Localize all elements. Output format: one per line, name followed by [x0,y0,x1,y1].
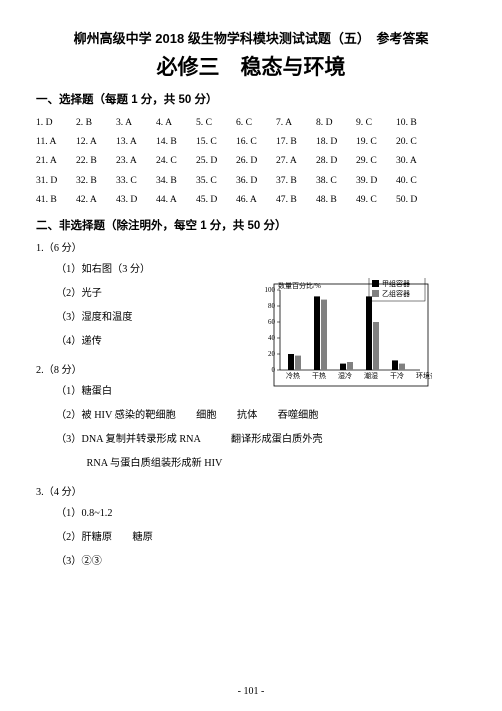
mc-cell: 22. B [76,151,116,170]
mc-cell: 48. B [316,190,356,209]
svg-text:80: 80 [268,302,276,310]
mc-row: 21. A22. B23. A24. C25. D26. D27. A28. D… [36,151,466,170]
mc-cell: 16. C [236,132,276,151]
mc-cell: 46. A [236,190,276,209]
mc-cell: 45. D [196,190,236,209]
q1-head: 1.（6 分） [36,239,466,254]
mc-cell: 13. A [116,132,156,151]
mc-cell: 26. D [236,151,276,170]
svg-text:潮湿: 潮湿 [364,371,378,380]
mc-cell: 41. B [36,190,76,209]
mc-cell: 40. C [396,171,436,190]
mc-cell: 32. B [76,171,116,190]
mc-cell: 21. A [36,151,76,170]
page-title-2: 必修三 稳态与环境 [36,51,466,81]
svg-text:干冷: 干冷 [390,371,404,380]
svg-text:甲组容器: 甲组容器 [382,279,410,288]
mc-cell: 14. B [156,132,196,151]
q3-sub-2: （2）肝糖原 糖原 [56,528,466,543]
mc-cell: 1. D [36,113,76,132]
mc-cell: 47. B [276,190,316,209]
mc-cell: 17. B [276,132,316,151]
svg-text:乙组容器: 乙组容器 [382,289,410,298]
mc-cell: 49. C [356,190,396,209]
mc-cell: 9. C [356,113,396,132]
mc-cell: 3. A [116,113,156,132]
mc-cell: 42. A [76,190,116,209]
mc-cell: 5. C [196,113,236,132]
svg-text:60: 60 [268,318,276,326]
mc-row: 11. A12. A13. A14. B15. C16. C17. B18. D… [36,132,466,151]
mc-cell: 20. C [396,132,436,151]
mc-cell: 31. D [36,171,76,190]
mc-cell: 37. B [276,171,316,190]
mc-cell: 8. D [316,113,356,132]
mc-cell: 25. D [196,151,236,170]
svg-text:干热: 干热 [312,371,326,380]
svg-text:40: 40 [268,334,276,342]
mc-section-head: 一、选择题（每题 1 分，共 50 分） [36,91,466,107]
mc-cell: 43. D [116,190,156,209]
q3-sub-3: （3）②③ [56,552,466,567]
mc-cell: 6. C [236,113,276,132]
mc-cell: 50. D [396,190,436,209]
mc-cell: 39. D [356,171,396,190]
mc-cell: 12. A [76,132,116,151]
mc-cell: 7. A [276,113,316,132]
page-number: - 101 - [0,686,502,697]
mc-cell: 30. A [396,151,436,170]
mc-cell: 23. A [116,151,156,170]
frq-section-head: 二、非选择题（除注明外，每空 1 分，共 50 分） [36,217,466,233]
svg-text:冷热: 冷热 [286,371,300,380]
mc-cell: 10. B [396,113,436,132]
bar-chart: 0 20 40 60 80 100数量百分比/% 冷热 干热 湿冷 潮湿 干冷 环境条件 甲组容器乙组容… [252,278,432,388]
mc-cell: 24. C [156,151,196,170]
svg-text:湿冷: 湿冷 [338,371,352,380]
mc-cell: 2. B [76,113,116,132]
mc-cell: 18. D [316,132,356,151]
mc-cell: 28. D [316,151,356,170]
mc-cell: 36. D [236,171,276,190]
q2-sub-3: （3）DNA 复制并转录形成 RNA 翻译形成蛋白质外壳 [56,430,466,445]
mc-cell: 11. A [36,132,76,151]
mc-cell: 27. A [276,151,316,170]
mc-cell: 29. C [356,151,396,170]
mc-row: 1. D2. B3. A4. A5. C6. C7. A8. D9. C10. … [36,113,466,132]
svg-text:20: 20 [268,350,276,358]
mc-answer-table: 1. D2. B3. A4. A5. C6. C7. A8. D9. C10. … [36,113,466,209]
mc-cell: 15. C [196,132,236,151]
mc-row: 31. D32. B33. C34. B35. C36. D37. B38. C… [36,171,466,190]
mc-cell: 35. C [196,171,236,190]
mc-cell: 38. C [316,171,356,190]
mc-cell: 33. C [116,171,156,190]
mc-cell: 34. B [156,171,196,190]
q3-sub-1: （1）0.8~1.2 [56,504,466,519]
page-title-1: 柳州高级中学 2018 级生物学科模块测试试题（五） 参考答案 [36,28,466,47]
q1-sub-1: （1）如右图（3 分） [56,260,466,275]
svg-text:数量百分比/%: 数量百分比/% [278,281,321,290]
mc-row: 41. B42. A43. D44. A45. D46. A47. B48. B… [36,190,466,209]
q2-sub-4: RNA 与蛋白质组装形成新 HIV [56,454,466,469]
q3-head: 3.（4 分） [36,483,466,498]
mc-cell: 44. A [156,190,196,209]
svg-text:0: 0 [272,366,276,374]
q2-sub-2: （2）被 HIV 感染的靶细胞 细胞 抗体 吞噬细胞 [56,406,466,421]
question-3: 3.（4 分） （1）0.8~1.2 （2）肝糖原 糖原 （3）②③ [36,483,466,567]
mc-cell: 4. A [156,113,196,132]
mc-cell: 19. C [356,132,396,151]
svg-text:环境条件: 环境条件 [416,371,432,380]
svg-text:100: 100 [265,286,276,294]
